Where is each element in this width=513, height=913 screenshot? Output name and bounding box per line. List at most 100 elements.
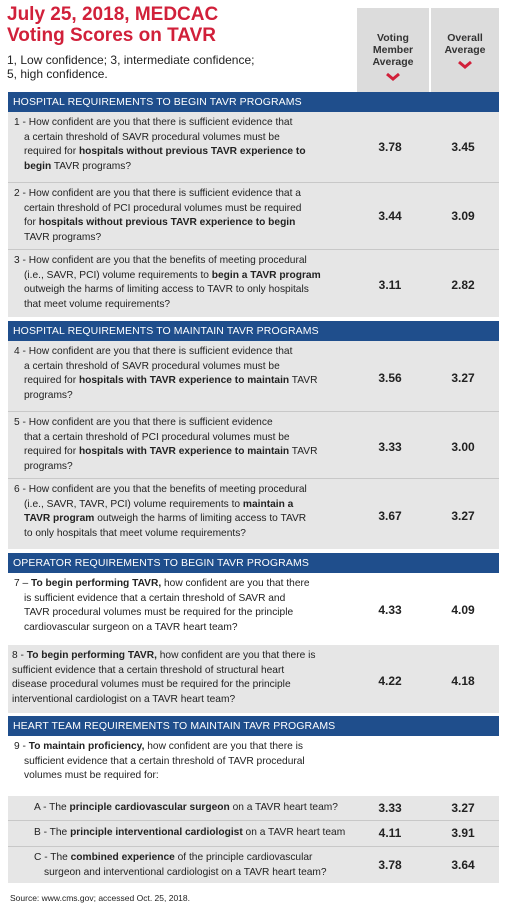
question-line: outweigh the harms of limiting access to…: [94, 513, 307, 524]
voting-member-average-value: 3.67: [378, 509, 402, 523]
question-line: interventional cardiologist on a TAVR he…: [12, 693, 236, 705]
divider: [8, 411, 499, 412]
question-line-bold: principle interventional cardiologist: [70, 827, 243, 838]
question-line: surgeon and interventional cardiologist …: [44, 866, 327, 878]
question-line-bold: hospitals with TAVR experience to mainta…: [78, 375, 290, 386]
question-line: a certain threshold of SAVR procedural v…: [24, 131, 280, 143]
voting-member-average-value: 3.78: [378, 140, 402, 154]
question-line: 6 - How confident are you that the benef…: [14, 484, 307, 495]
voting-member-average-value: 3.44: [378, 209, 402, 223]
question-line-bold: maintain a: [242, 498, 294, 510]
question-line: outweigh the harms of limiting access to…: [24, 284, 309, 295]
question-line: C - The: [34, 852, 71, 863]
question-line: 3 - How confident are you that the benef…: [14, 255, 307, 266]
overall-average-value: 3.64: [451, 858, 475, 872]
question-text: 3 - How confident are you that the benef…: [14, 254, 352, 312]
page-title: July 25, 2018, MEDCAC Voting Scores on T…: [7, 4, 307, 46]
question-line: (i.e., SAVR, TAVR, PCI) volume requireme…: [24, 498, 243, 510]
subtitle: 1, Low confidence; 3, intermediate confi…: [7, 53, 307, 81]
divider: [8, 182, 499, 183]
question-line: A - The: [34, 802, 70, 813]
overall-average-value: 3.45: [451, 140, 475, 154]
question-line-bold: begin a TAVR program: [211, 269, 321, 281]
overall-header-line-1: Overall: [447, 32, 483, 44]
overall-header-line-2: Average: [444, 44, 486, 56]
overall-average-value: 3.00: [451, 440, 475, 454]
voting-header-line-3: Average: [372, 56, 414, 68]
question-line-bold: principle cardiovascular surgeon: [69, 802, 230, 813]
subtitle-line-2: 5, high confidence.: [7, 67, 108, 81]
question-row: 5 - How confident are you that there is …: [8, 412, 499, 478]
question-line: 8 -: [12, 650, 27, 661]
section-header: OPERATOR REQUIREMENTS TO BEGIN TAVR PROG…: [8, 553, 499, 573]
question-line: that meet volume requirements?: [24, 298, 171, 310]
voting-header-line-2: Member: [372, 44, 414, 56]
voting-member-average-value: 3.33: [378, 801, 402, 815]
question-line: required for: [24, 375, 79, 386]
question-row: 7 – To begin performing TAVR, how confid…: [8, 573, 499, 643]
question-line: how confident are you that there: [161, 578, 310, 589]
question-line-bold: begin: [24, 160, 52, 172]
question-line: disease procedural volumes must be requi…: [12, 679, 291, 690]
overall-average-value: 4.18: [451, 674, 475, 688]
overall-average-value: 3.27: [451, 801, 475, 815]
question-text: C - The combined experience of the princ…: [34, 851, 364, 880]
question-line: 7 –: [14, 578, 31, 589]
question-line-bold: hospitals without previous TAVR experien…: [78, 146, 306, 157]
sub-question-row: C - The combined experience of the princ…: [8, 847, 499, 883]
question-line: how confident are you that there is: [144, 741, 303, 752]
question-line-bold: combined experience: [70, 852, 175, 863]
overall-average-value: 3.27: [451, 371, 475, 385]
question-line: required for: [24, 446, 79, 457]
question-line: 1 - How confident are you that there is …: [14, 117, 293, 128]
question-line: sufficient evidence that a certain thres…: [12, 664, 285, 676]
question-text: 6 - How confident are you that the benef…: [14, 483, 352, 541]
question-text: 2 - How confident are you that there is …: [14, 187, 352, 245]
question-line-bold: To maintain proficiency,: [28, 741, 145, 752]
question-line: TAVR programs?: [24, 231, 102, 243]
question-line-bold: To begin performing TAVR,: [26, 650, 157, 661]
overall-average-value: 3.09: [451, 209, 475, 223]
question-text: 9 - To maintain proficiency, how confide…: [14, 740, 352, 784]
overall-average-value: 4.09: [451, 603, 475, 617]
question-line: programs?: [24, 460, 73, 472]
question-line-bold: hospitals without previous TAVR experien…: [38, 217, 296, 228]
question-line: 9 -: [14, 741, 29, 752]
question-text: A - The principle cardiovascular surgeon…: [34, 801, 354, 816]
chevron-down-icon: [458, 60, 472, 69]
question-line: a certain threshold of SAVR procedural v…: [24, 360, 280, 372]
question-line: to only hospitals that meet volume requi…: [24, 527, 246, 539]
overall-average-header: Overall Average: [431, 8, 499, 92]
question-row: 4 - How confident are you that there is …: [8, 341, 499, 411]
section-header: HOSPITAL REQUIREMENTS TO MAINTAIN TAVR P…: [8, 321, 499, 341]
voting-member-average-header: Voting Member Average: [357, 8, 429, 92]
question-line: of the principle cardiovascular: [174, 852, 313, 863]
overall-average-value: 3.91: [451, 826, 475, 840]
question-text: 8 - To begin performing TAVR, how confid…: [12, 649, 350, 707]
source-note: Source: www.cms.gov; accessed Oct. 25, 2…: [10, 893, 190, 903]
chevron-down-icon: [386, 72, 400, 81]
question-line: for: [24, 217, 39, 228]
question-row: 8 - To begin performing TAVR, how confid…: [8, 645, 499, 713]
question-text: 1 - How confident are you that there is …: [14, 116, 352, 174]
question-line: TAVR procedural volumes must be required…: [24, 607, 294, 618]
question-line: programs?: [24, 389, 73, 401]
title-line-2: Voting Scores on TAVR: [7, 25, 217, 46]
question-text: 5 - How confident are you that there is …: [14, 416, 352, 474]
question-text: 7 – To begin performing TAVR, how confid…: [14, 577, 352, 635]
overall-average-value: 2.82: [451, 278, 475, 292]
divider: [8, 249, 499, 250]
divider: [8, 846, 499, 847]
voting-member-average-value: 4.11: [378, 826, 402, 840]
question-line-bold: TAVR program: [24, 513, 95, 524]
question-line: volumes must be required for:: [24, 770, 159, 781]
question-line: on a TAVR heart team: [242, 827, 346, 838]
question-line: 5 - How confident are you that there is …: [14, 417, 273, 428]
sub-question-row: B - The principle interventional cardiol…: [8, 821, 499, 846]
question-line: TAVR: [289, 446, 318, 457]
question-line: TAVR: [289, 375, 318, 386]
question-line: (i.e., SAVR, PCI) volume requirements to: [24, 269, 212, 281]
question-row: 6 - How confident are you that the benef…: [8, 479, 499, 549]
question-line: TAVR programs?: [51, 160, 131, 172]
question-line: certain threshold of PCI procedural volu…: [24, 202, 302, 214]
